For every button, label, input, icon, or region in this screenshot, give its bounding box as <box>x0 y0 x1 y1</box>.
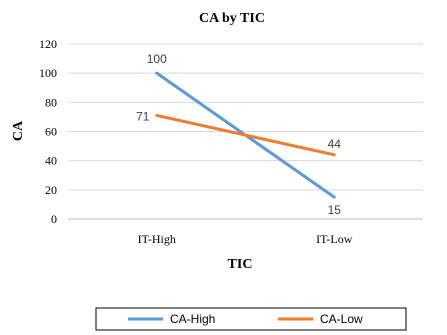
y-tick-label: 20 <box>45 183 57 197</box>
y-tick-label: 100 <box>39 66 57 80</box>
chart-title: CA by TIC <box>199 11 265 26</box>
series-line-ca-low <box>155 113 336 157</box>
x-axis-title: TIC <box>228 257 253 272</box>
data-label: 71 <box>136 109 150 123</box>
y-tick-label: 0 <box>51 212 57 226</box>
x-tick-label: IT-Low <box>316 232 353 246</box>
gridlines <box>68 43 423 220</box>
legend-label: CA-Low <box>320 312 363 326</box>
legend-box <box>95 307 407 331</box>
y-axis-title: CA <box>11 120 26 141</box>
y-tick-label: 60 <box>45 125 57 139</box>
x-tick-label: IT-High <box>138 232 176 246</box>
data-label: 100 <box>147 52 167 66</box>
y-tick-label: 120 <box>39 37 57 51</box>
legend: CA-High CA-Low <box>95 307 407 331</box>
y-axis-ticks: 0 20 40 60 80 100 120 <box>39 37 57 226</box>
data-label: 15 <box>328 203 342 217</box>
data-label: 44 <box>328 137 342 151</box>
y-tick-label: 40 <box>45 154 57 168</box>
legend-label: CA-High <box>170 312 215 326</box>
y-tick-label: 80 <box>45 95 57 109</box>
data-labels: 100 15 71 44 <box>136 52 341 217</box>
series-lines <box>155 71 336 199</box>
x-axis-ticks: IT-High IT-Low <box>138 232 353 246</box>
